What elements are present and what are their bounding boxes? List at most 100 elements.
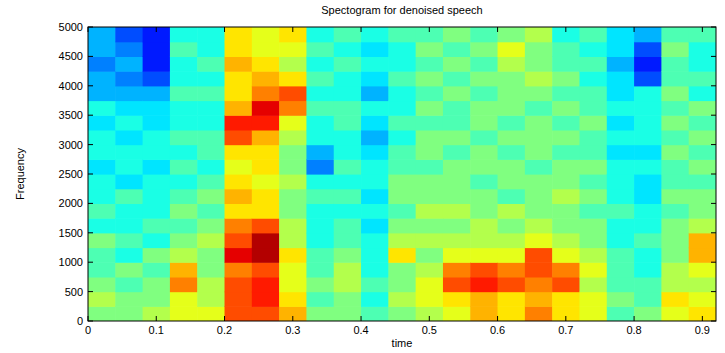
cell (552, 218, 580, 233)
cell (252, 27, 280, 42)
cell (607, 292, 635, 307)
cell (306, 248, 334, 263)
cell (143, 71, 171, 86)
cell (115, 306, 143, 321)
y-tick (711, 174, 716, 175)
x-tick (361, 27, 362, 32)
x-tick (565, 316, 566, 321)
cell (607, 130, 635, 145)
cell (334, 174, 362, 189)
cell (306, 174, 334, 189)
cell (88, 115, 116, 130)
cell (279, 306, 307, 321)
cell (361, 56, 389, 71)
x-tick (292, 27, 293, 32)
cell (361, 277, 389, 292)
cell (498, 27, 526, 42)
cell (470, 174, 498, 189)
y-tick (88, 85, 93, 86)
x-tick (292, 316, 293, 321)
cell (525, 189, 553, 204)
x-tick-label: 0 (85, 324, 91, 336)
cell (279, 277, 307, 292)
cell (115, 159, 143, 174)
cell (498, 42, 526, 57)
cell (361, 145, 389, 160)
cell (170, 262, 198, 277)
y-tick-label: 500 (65, 286, 83, 298)
x-tick (156, 27, 157, 32)
cell (443, 292, 471, 307)
cell (334, 101, 362, 116)
cell (579, 262, 607, 277)
cell (197, 130, 225, 145)
cell (252, 101, 280, 116)
plot-background (88, 27, 716, 321)
cell (525, 27, 553, 42)
cell (279, 86, 307, 101)
cell (252, 174, 280, 189)
cell (552, 277, 580, 292)
cell (634, 145, 662, 160)
y-tick-label: 2000 (59, 197, 83, 209)
cell (634, 262, 662, 277)
cell (689, 203, 716, 218)
cell (470, 115, 498, 130)
cell (416, 189, 444, 204)
cell (170, 71, 198, 86)
cell (279, 56, 307, 71)
y-tick (711, 232, 716, 233)
cell (88, 130, 116, 145)
cell (661, 42, 689, 57)
cell (661, 27, 689, 42)
y-tick (88, 291, 93, 292)
cell (225, 71, 253, 86)
cell (607, 159, 635, 174)
cell (579, 306, 607, 321)
cell (143, 189, 171, 204)
cell (334, 86, 362, 101)
cell (279, 115, 307, 130)
cell (334, 115, 362, 130)
cell (634, 86, 662, 101)
cell (416, 86, 444, 101)
cell (143, 115, 171, 130)
cell (88, 86, 116, 101)
cell (279, 71, 307, 86)
cell (579, 233, 607, 248)
cell (470, 292, 498, 307)
cell (552, 145, 580, 160)
cell (252, 306, 280, 321)
cell (443, 56, 471, 71)
cell (197, 174, 225, 189)
cell (388, 42, 416, 57)
cell (689, 292, 716, 307)
cell (525, 277, 553, 292)
cell (88, 277, 116, 292)
cell (197, 86, 225, 101)
cell (498, 277, 526, 292)
x-tick (702, 27, 703, 32)
cell (579, 71, 607, 86)
cell (634, 101, 662, 116)
cell (388, 101, 416, 116)
cell (552, 86, 580, 101)
y-tick (711, 85, 716, 86)
cell (115, 42, 143, 57)
cell (498, 248, 526, 263)
cell (361, 203, 389, 218)
cell (470, 130, 498, 145)
cell (334, 189, 362, 204)
cell (634, 189, 662, 204)
cell (634, 277, 662, 292)
cell (388, 174, 416, 189)
cell (88, 56, 116, 71)
cell (306, 292, 334, 307)
cell (306, 218, 334, 233)
cell (252, 233, 280, 248)
cell (306, 203, 334, 218)
cell (470, 42, 498, 57)
cell (252, 56, 280, 71)
cell (170, 101, 198, 116)
cells (88, 27, 716, 321)
